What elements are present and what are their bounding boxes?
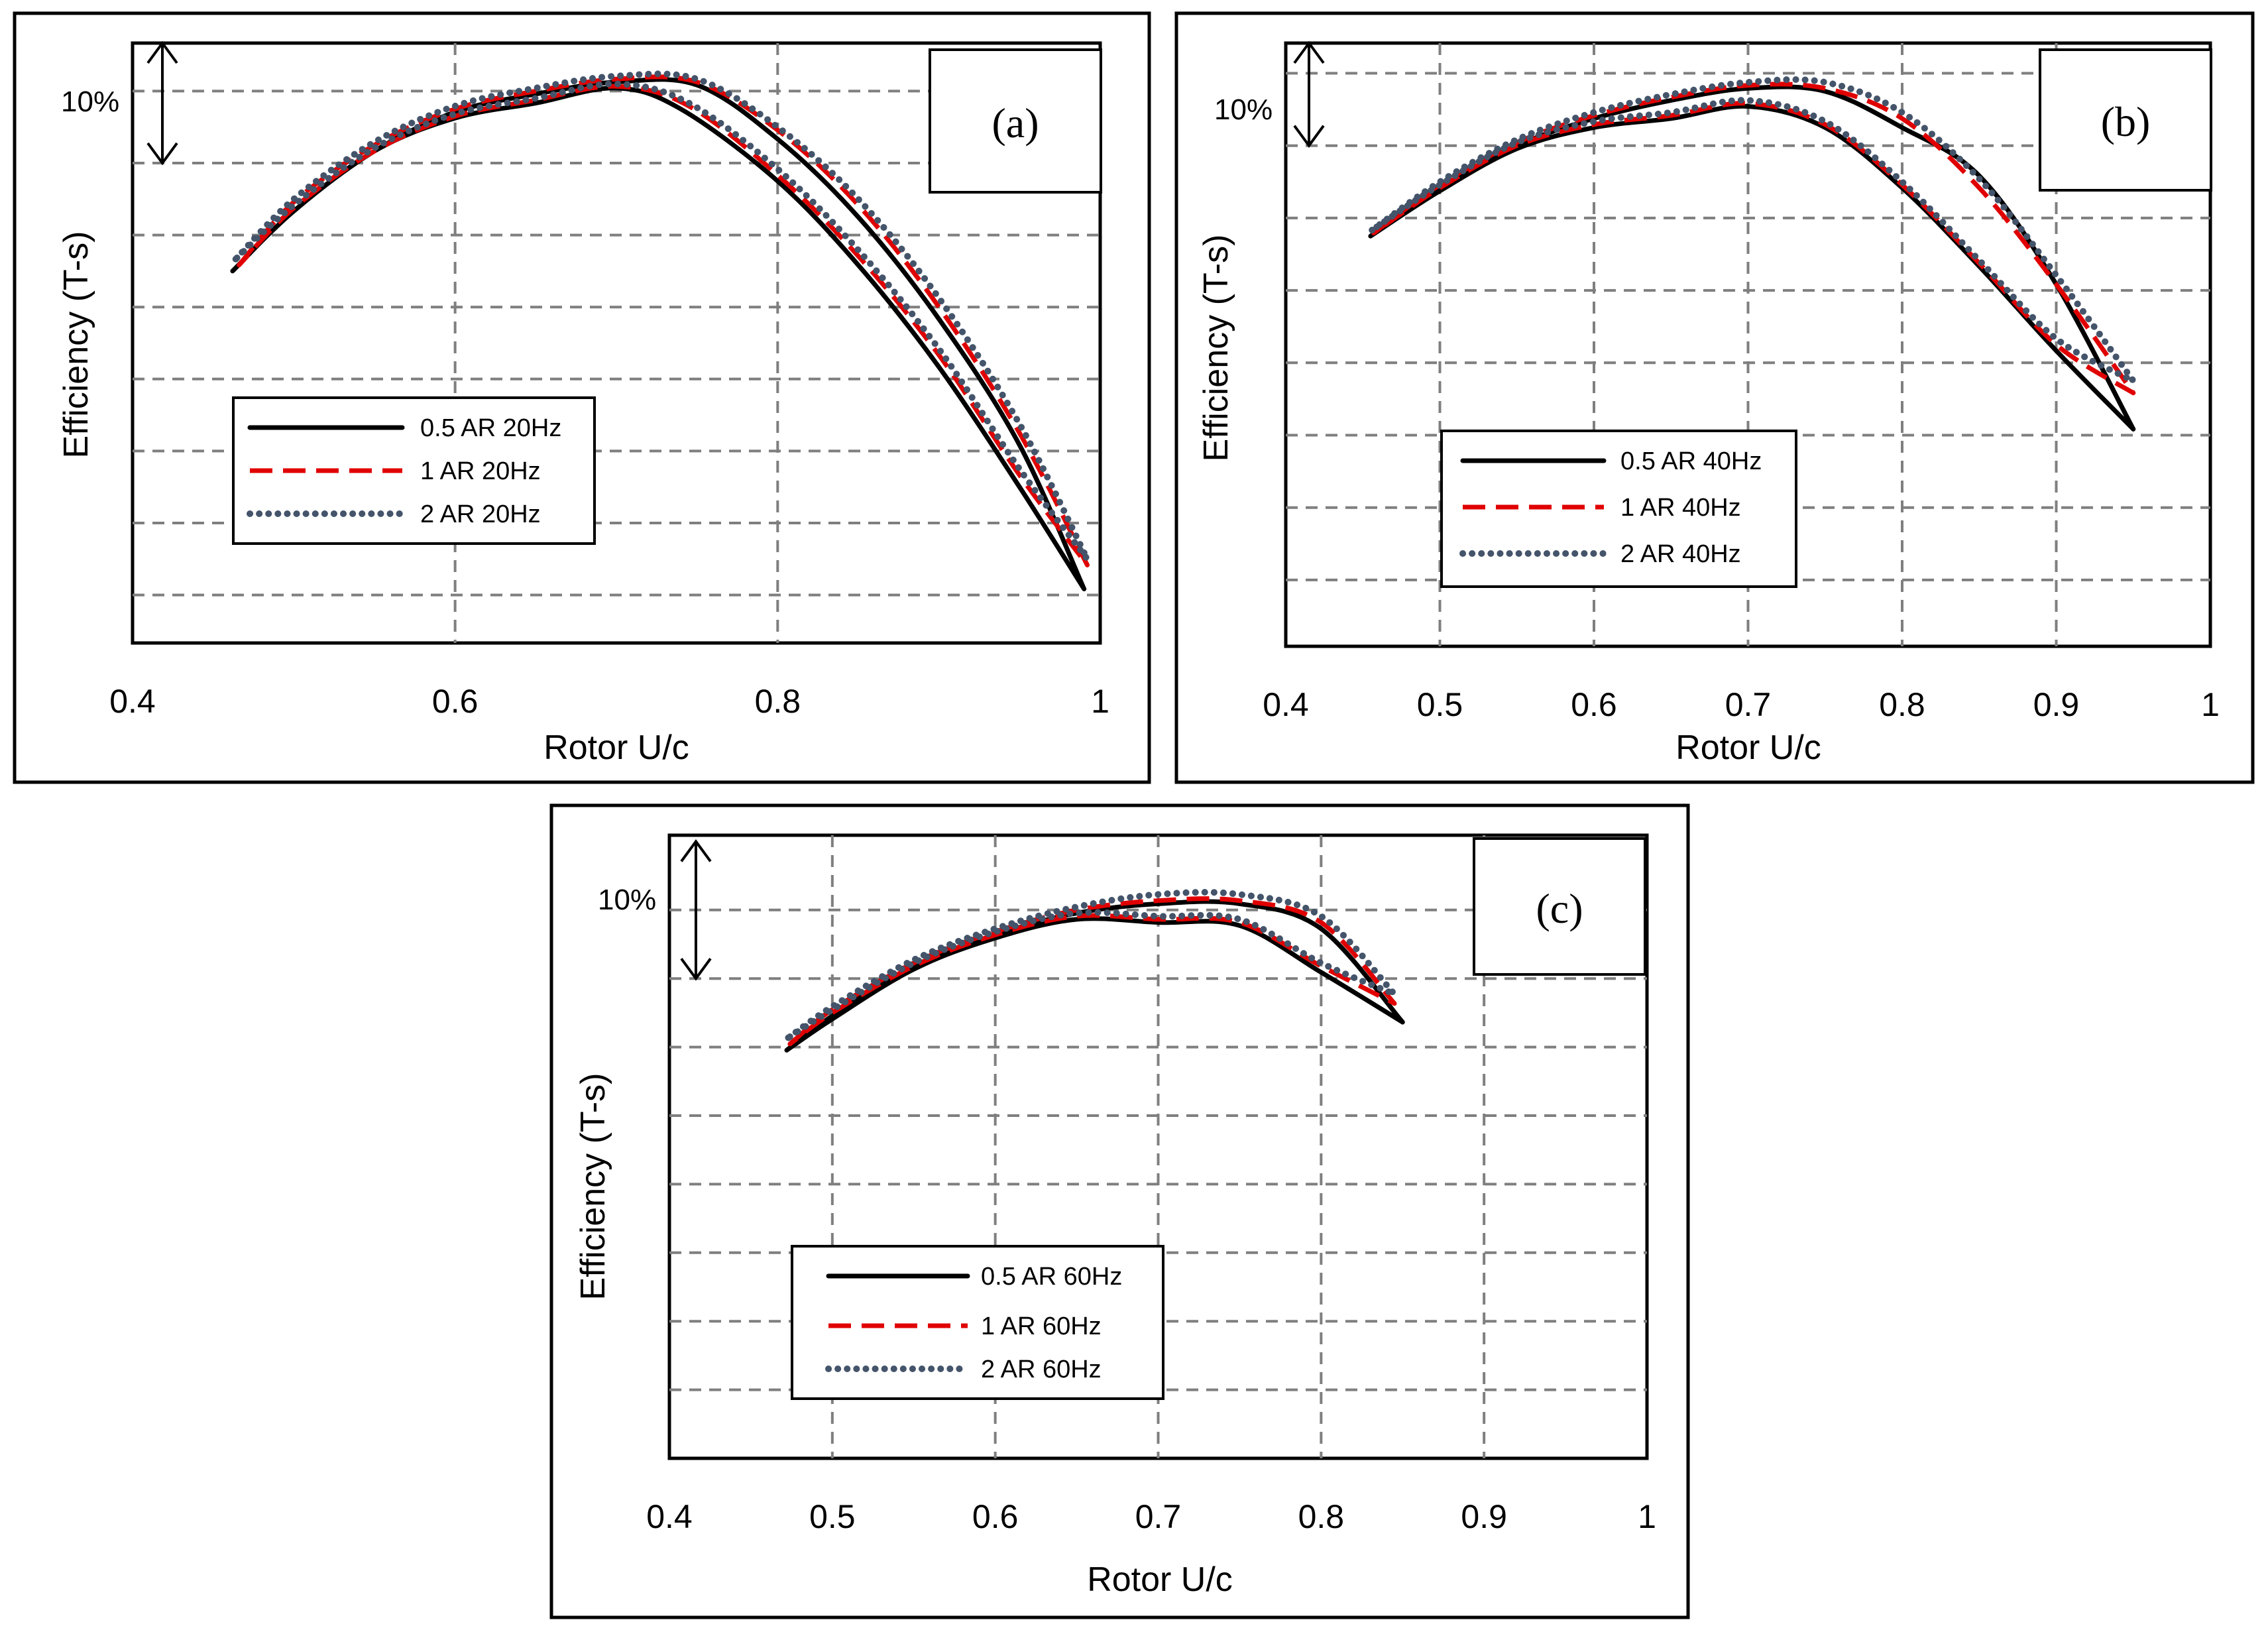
y-axis-title: Efficiency (T-s) [1197,235,1235,462]
scale-bar-arrowhead-bottom [1293,125,1325,148]
legend: 0.5 AR 60Hz 1 AR 60Hz 2 AR 60Hz [791,1245,1164,1400]
series-line-3 [232,70,1091,563]
series-line-1 [230,77,1087,591]
x-tick-label: 0.9 [2033,686,2080,723]
panel-label: (a) [992,99,1039,146]
legend-label: 1 AR 40Hz [1620,494,1741,522]
scale-bar-arrowhead-bottom [146,142,178,166]
legend: 0.5 AR 20Hz 1 AR 20Hz 2 AR 20Hz [232,396,596,545]
x-tick-label: 0.6 [432,683,479,720]
scale-bar-label: 10% [61,86,119,118]
scale-bar: 10% [61,40,178,166]
y-axis-title: Efficiency (T-s) [57,231,95,459]
x-tick-label: 1 [2201,686,2220,723]
series-layer [230,70,1091,591]
panel-c: 10% 0.4 0.5 0.6 0.7 0.8 0.9 1 Rotor U/c Effici… [549,803,1690,1619]
legend-label: 1 AR 60Hz [981,1312,1102,1340]
series-layer [784,889,1405,1053]
x-tick-label: 0.4 [646,1498,693,1535]
panel-label-box [1473,837,1646,976]
legend-label: 1 AR 20Hz [420,457,541,485]
x-tick-label: 0.8 [1298,1498,1345,1535]
x-tick-label: 0.5 [809,1498,856,1535]
x-tick-label: 0.6 [972,1498,1019,1535]
legend-label: 0.5 AR 60Hz [981,1263,1122,1291]
x-tick-label: 0.9 [1461,1498,1507,1535]
series-line-1 [784,899,1405,1053]
x-tick-label: 1 [1091,683,1109,720]
scale-bar-arrowhead-top [146,40,178,64]
x-tick-labels: 0.4 0.5 0.6 0.7 0.8 0.9 1 [1263,686,2220,723]
scale-bar-arrowhead-top [680,839,712,862]
scale-bar-label: 10% [1214,93,1273,126]
x-axis-title: Rotor U/c [543,729,689,767]
legend-box [232,396,596,545]
legend-label: 2 AR 60Hz [981,1356,1102,1383]
panel-label-box [2039,48,2212,192]
x-axis-title: Rotor U/c [1675,729,1821,767]
legend-label: 2 AR 20Hz [420,500,541,528]
panel-a: 10% 0.4 0.6 0.8 1 Rotor U/c Efficiency (T-s… [13,11,1151,784]
scale-bar-label: 10% [598,884,656,916]
x-tick-label: 0.8 [1879,686,1925,723]
x-tick-label: 0.8 [755,683,801,720]
x-tick-label: 0.7 [1135,1498,1182,1535]
panel-b: 10% 0.4 0.5 0.6 0.7 0.8 0.9 1 Rotor U/c Effici… [1174,11,2255,784]
x-tick-label: 0.5 [1417,686,1463,723]
series-line-3 [1369,76,2137,384]
scale-bar-arrowhead-bottom [680,958,712,981]
series-layer [1368,76,2137,432]
y-axis-title: Efficiency (T-s) [574,1073,612,1301]
x-axis-title: Rotor U/c [1087,1560,1233,1599]
series-line-1 [1368,84,2136,432]
scale-bar-arrowhead-top [1293,40,1325,64]
x-tick-label: 1 [1638,1498,1656,1535]
panel-label-box [929,48,1102,194]
x-tick-labels: 0.4 0.5 0.6 0.7 0.8 0.9 1 [646,1498,1656,1535]
x-tick-label: 0.4 [109,683,156,720]
legend-label: 0.5 AR 20Hz [420,414,561,442]
x-tick-label: 0.4 [1263,686,1309,723]
panel-label: (b) [2101,98,2151,145]
legend-box [791,1245,1164,1400]
x-tick-label: 0.7 [1725,686,1772,723]
legend: 0.5 AR 40Hz 1 AR 40Hz 2 AR 40Hz [1440,430,1797,588]
x-tick-labels: 0.4 0.6 0.8 1 [109,683,1109,720]
panel-label: (c) [1536,885,1583,932]
legend-label: 0.5 AR 40Hz [1620,447,1762,475]
legend-label: 2 AR 40Hz [1620,540,1741,568]
scale-bar: 10% [1214,40,1325,148]
x-tick-label: 0.6 [1571,686,1617,723]
scale-bar: 10% [598,839,712,981]
series-line-3 [785,889,1398,1041]
